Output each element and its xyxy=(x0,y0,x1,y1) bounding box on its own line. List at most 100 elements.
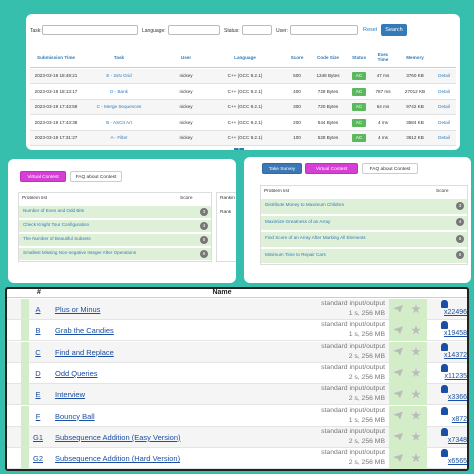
user-icon xyxy=(441,406,448,415)
icon-column xyxy=(389,448,427,469)
star-icon[interactable] xyxy=(411,346,421,356)
row-bg xyxy=(7,362,467,384)
problem-name[interactable]: Plus or Minus xyxy=(55,305,101,314)
problem-index[interactable]: F xyxy=(35,411,41,421)
filter-label: Status: xyxy=(224,28,240,34)
problem-link[interactable]: Maximize Greatness of an Array xyxy=(265,218,331,224)
solved-count[interactable]: x19458 xyxy=(444,330,467,338)
contest-button[interactable]: Virtual Contest xyxy=(20,171,66,182)
problem-name[interactable]: Grab the Candies xyxy=(55,326,114,336)
star-icon[interactable] xyxy=(411,325,421,335)
problem-name[interactable]: Odd Queries xyxy=(55,368,98,378)
star-icon[interactable] xyxy=(411,453,421,463)
column-header: Score xyxy=(290,54,304,60)
star-icon[interactable] xyxy=(411,389,421,399)
io-type: standard input/output xyxy=(321,385,385,393)
cell: 300 xyxy=(293,104,301,109)
page-button[interactable]: 1 xyxy=(234,148,244,150)
cell[interactable]: Detail xyxy=(438,88,450,94)
column-header: # xyxy=(37,289,41,296)
problem-link[interactable]: Number of Even and Odd Bits xyxy=(23,208,85,213)
ranking-column: Rank xyxy=(220,210,232,215)
contest-button[interactable]: FAQ about Contest xyxy=(362,163,418,174)
solved-count[interactable]: x14372 xyxy=(444,351,467,359)
cell: C++ (GCC 9.2.1) xyxy=(227,88,263,94)
problem-row xyxy=(261,198,467,214)
cell[interactable]: C - Merge Sequences xyxy=(96,104,142,109)
column-header: Code Size xyxy=(317,54,339,60)
problem-index[interactable]: G2 xyxy=(32,454,43,464)
io-type: standard input/output xyxy=(321,321,385,329)
table-header-bg xyxy=(30,46,456,68)
problem-index[interactable]: D xyxy=(35,368,41,378)
status-badge: AC xyxy=(352,87,366,96)
problem-row xyxy=(19,247,211,260)
submit-icon[interactable] xyxy=(393,326,403,335)
contest-button[interactable]: FAQ about Contest xyxy=(70,171,122,182)
problem-link[interactable]: Check Knight Tour Configuration xyxy=(23,222,90,227)
reset-link[interactable]: Reset xyxy=(363,27,378,33)
cell[interactable]: Detail xyxy=(438,119,450,125)
submit-icon[interactable] xyxy=(393,390,403,399)
filter-input[interactable] xyxy=(290,25,358,35)
problem-name[interactable]: Subsequence Addition (Hard Version) xyxy=(55,454,181,464)
solved-count[interactable]: x6565 xyxy=(447,458,467,466)
filter-select[interactable] xyxy=(168,25,220,35)
cell[interactable]: B - ASCII Art xyxy=(106,119,132,125)
filter-label: User: xyxy=(276,28,288,34)
contest-button[interactable]: Virtual Contest xyxy=(305,163,358,174)
cell: 720 Bytes xyxy=(317,104,339,109)
solved-count[interactable]: x3366 xyxy=(447,394,467,402)
submit-icon[interactable] xyxy=(393,454,403,463)
problem-index[interactable]: E xyxy=(35,390,41,400)
problem-index[interactable]: G1 xyxy=(32,432,43,442)
star-icon[interactable] xyxy=(411,431,421,441)
search-button[interactable]: Search xyxy=(381,24,407,36)
submit-icon[interactable] xyxy=(393,368,403,377)
column-header: Status xyxy=(351,54,367,60)
solved-count[interactable]: x22496 xyxy=(444,309,467,316)
problem-link[interactable]: Minimum Time to Repair Cars xyxy=(265,251,326,257)
problem-name[interactable]: Subsequence Addition (Easy Version) xyxy=(55,432,181,442)
limits: 2 s, 256 MB xyxy=(348,437,385,445)
problem-row xyxy=(19,219,211,232)
problem-index[interactable]: C xyxy=(35,347,41,357)
submit-icon[interactable] xyxy=(393,347,403,356)
limits: 1 s, 256 MB xyxy=(348,310,385,317)
problem-link[interactable]: Distribute Money to Maximum Children xyxy=(265,202,345,208)
filter-select[interactable] xyxy=(242,25,272,35)
problem-row xyxy=(19,233,211,246)
cell: nickey xyxy=(179,88,193,94)
submit-icon[interactable] xyxy=(393,432,403,441)
cell[interactable]: Detail xyxy=(438,104,450,109)
star-icon[interactable] xyxy=(411,410,421,420)
row-bg xyxy=(7,448,467,469)
limits: 2 s, 256 MB xyxy=(348,395,385,403)
problem-link[interactable]: Smallest Missing Non-negative Integer Af… xyxy=(23,250,137,255)
solved-count[interactable]: x11235 xyxy=(444,372,467,380)
problem-index[interactable]: B xyxy=(35,326,41,336)
problem-link[interactable]: Find Score of an Array After Marking All… xyxy=(265,235,366,241)
cell[interactable]: Detail xyxy=(438,73,450,78)
cell[interactable]: A - Filter xyxy=(110,135,128,140)
star-icon[interactable] xyxy=(411,304,421,314)
submit-icon[interactable] xyxy=(393,305,403,313)
filter-select[interactable] xyxy=(42,25,138,35)
cell[interactable]: Detail xyxy=(438,135,450,140)
cell[interactable]: D - Bank xyxy=(110,88,128,94)
cell[interactable]: E - 2xN Grid xyxy=(106,73,132,78)
star-icon[interactable] xyxy=(411,367,421,377)
cell: 3760 KB xyxy=(406,73,424,78)
problem-link[interactable]: The Number of Beautiful Subsets xyxy=(23,236,91,241)
problem-index[interactable]: A xyxy=(35,305,41,314)
submit-icon[interactable] xyxy=(393,411,403,420)
cell: 9742 KB xyxy=(406,104,424,109)
user-icon xyxy=(441,385,448,394)
solved-count[interactable]: x872 xyxy=(451,415,467,423)
problem-name[interactable]: Bouncy Ball xyxy=(55,411,95,421)
contest-button[interactable]: Take Survey xyxy=(262,163,302,174)
problem-name[interactable]: Interview xyxy=(55,390,86,400)
problem-name[interactable]: Find and Replace xyxy=(55,347,114,357)
solved-count[interactable]: x7348 xyxy=(447,436,467,444)
